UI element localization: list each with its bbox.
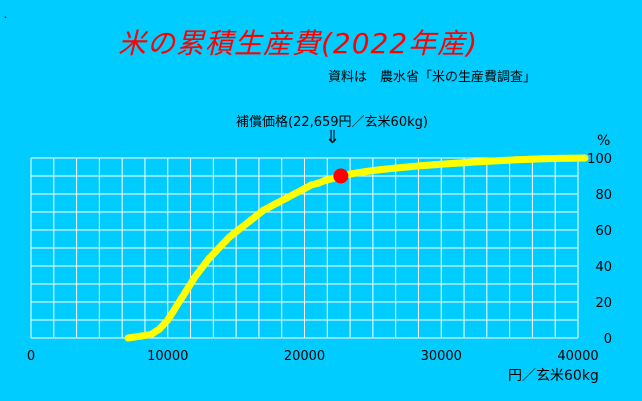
data-point bbox=[458, 159, 466, 167]
data-point bbox=[287, 192, 295, 200]
x-tick-label: 10000 bbox=[147, 349, 188, 364]
data-point bbox=[212, 248, 220, 256]
data-point bbox=[403, 163, 411, 171]
data-point bbox=[294, 188, 302, 196]
data-point bbox=[362, 168, 370, 175]
x-tick-label: 0 bbox=[27, 349, 35, 364]
highlight-annotation: 補償価格(22,659円／玄米60kg) bbox=[236, 115, 428, 130]
data-point bbox=[540, 155, 548, 163]
data-point bbox=[259, 206, 267, 214]
data-point bbox=[253, 212, 261, 220]
chart-title: 米の累積生産費(2022年産) bbox=[118, 27, 479, 60]
data-point bbox=[266, 203, 274, 211]
data-point bbox=[389, 164, 397, 172]
data-point bbox=[376, 166, 384, 174]
data-point bbox=[225, 233, 233, 241]
data-point bbox=[177, 294, 185, 302]
data-point bbox=[348, 170, 356, 178]
data-point bbox=[164, 316, 172, 324]
compensation-price-marker bbox=[333, 168, 349, 184]
data-point bbox=[218, 240, 226, 248]
x-tick-label: 30000 bbox=[421, 349, 462, 364]
y-tick-label: 20 bbox=[595, 296, 612, 311]
data-point bbox=[553, 154, 561, 162]
data-point bbox=[567, 154, 575, 162]
tick-labels: 0 10000 20000 30000 40000 0 20 40 60 80 100 bbox=[27, 152, 612, 364]
y-axis-unit: % bbox=[597, 133, 610, 149]
data-point bbox=[485, 157, 493, 165]
data-point bbox=[512, 156, 520, 164]
data-point bbox=[444, 160, 452, 168]
data-point bbox=[136, 332, 144, 340]
data-point bbox=[198, 264, 206, 272]
down-arrow-icon: ⇓ bbox=[325, 127, 341, 148]
data-point bbox=[526, 155, 534, 163]
y-tick-label: 80 bbox=[595, 188, 612, 203]
data-point bbox=[156, 325, 164, 333]
y-tick-label: 40 bbox=[595, 260, 612, 275]
data-point bbox=[147, 330, 155, 338]
data-point bbox=[124, 334, 132, 342]
x-tick-label: 20000 bbox=[284, 349, 325, 364]
data-point bbox=[232, 228, 240, 236]
data-point bbox=[184, 284, 192, 292]
x-axis-unit: 円／玄米60kg bbox=[508, 367, 599, 384]
corner-mark: ˛ bbox=[3, 8, 8, 19]
data-point bbox=[430, 161, 438, 169]
data-point bbox=[499, 157, 507, 165]
data-point bbox=[191, 273, 199, 281]
data-point bbox=[205, 255, 213, 263]
series-layer bbox=[124, 154, 589, 342]
data-point bbox=[301, 185, 308, 193]
source-note: 資料は 農水省「米の生産費調査」 bbox=[328, 70, 537, 85]
data-point bbox=[280, 195, 288, 203]
data-point bbox=[321, 177, 329, 184]
data-point bbox=[417, 162, 425, 170]
data-point bbox=[581, 154, 589, 162]
data-point bbox=[314, 179, 322, 187]
data-point bbox=[171, 305, 179, 313]
data-point bbox=[307, 181, 315, 189]
data-point bbox=[246, 217, 254, 225]
y-tick-label: 0 bbox=[604, 332, 612, 347]
data-point bbox=[471, 158, 479, 166]
y-tick-label: 100 bbox=[587, 152, 612, 167]
y-tick-label: 60 bbox=[595, 224, 612, 239]
data-point bbox=[273, 199, 281, 207]
data-point bbox=[239, 222, 247, 230]
chart-grid bbox=[30, 157, 579, 339]
x-tick-label: 40000 bbox=[557, 349, 598, 364]
